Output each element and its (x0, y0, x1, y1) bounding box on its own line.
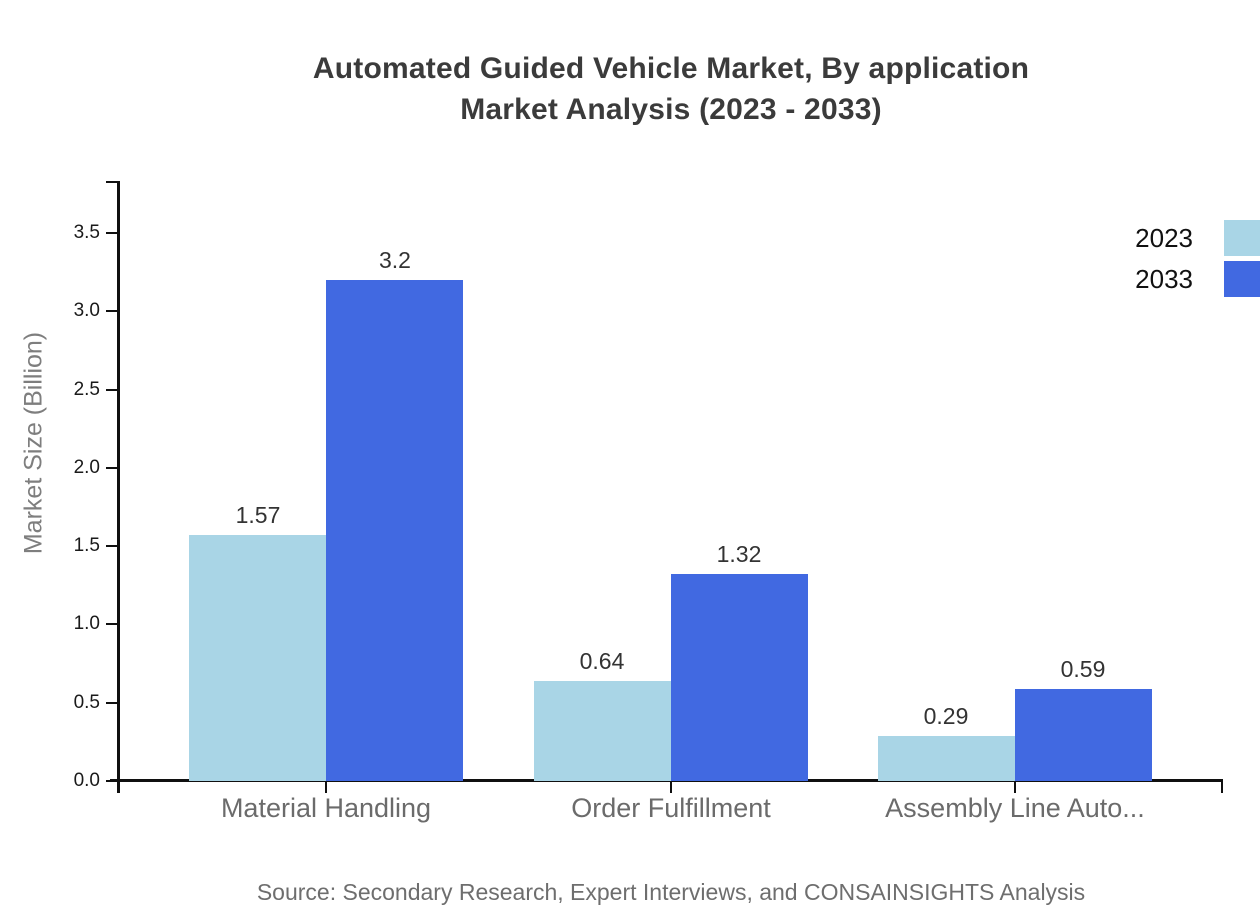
bar-value-label: 0.64 (579, 648, 625, 674)
bar-value-label: 3.2 (379, 247, 411, 273)
y-tick (106, 232, 118, 234)
bar-2033-0 (326, 280, 463, 781)
x-tick (1014, 781, 1016, 793)
bar-2033-1 (671, 574, 808, 781)
y-axis-top-cap (106, 181, 118, 183)
bar-2023-2 (878, 736, 1015, 781)
bar-2023-1 (534, 681, 671, 781)
bar-2033-2 (1015, 689, 1152, 781)
source-note: Source: Secondary Research, Expert Inter… (256, 879, 1086, 905)
legend-swatch (1224, 261, 1260, 297)
x-tick (670, 781, 672, 793)
x-category-label: Order Fulfillment (571, 793, 771, 823)
x-tick (325, 781, 327, 793)
bar-value-label: 1.57 (235, 502, 281, 528)
y-tick-label: 2.0 (73, 457, 100, 478)
y-tick (106, 389, 118, 391)
legend-item-label: 2033 (1135, 264, 1193, 294)
legend-item-label: 2023 (1135, 223, 1193, 253)
y-tick-label: 2.5 (73, 379, 100, 400)
legend-swatch (1224, 220, 1260, 256)
bar-value-label: 0.59 (1060, 656, 1106, 682)
y-axis-title: Market Size (Billion) (19, 331, 48, 555)
bar-2023-0 (189, 535, 326, 781)
x-axis-right-cap (1221, 781, 1223, 793)
y-tick-label: 1.0 (73, 613, 100, 634)
y-tick-label: 1.5 (73, 535, 100, 556)
y-tick (106, 623, 118, 625)
chart-title-line2: Market Analysis (2023 - 2033) (460, 93, 882, 126)
x-category-label: Material Handling (220, 793, 432, 823)
x-category-label: Assembly Line Auto... (885, 793, 1145, 823)
y-tick-label: 0.5 (73, 692, 100, 713)
chart-title-line1: Automated Guided Vehicle Market, By appl… (312, 52, 1030, 85)
y-tick (106, 780, 118, 782)
y-tick (106, 310, 118, 312)
bar-value-label: 1.32 (716, 541, 762, 567)
y-tick-label: 3.5 (73, 222, 100, 243)
y-tick-label: 3.0 (73, 300, 100, 321)
bar-value-label: 0.29 (923, 703, 969, 729)
y-tick (106, 545, 118, 547)
y-tick (106, 467, 118, 469)
y-tick-label: 0.0 (73, 770, 100, 791)
y-axis-spine (117, 181, 120, 793)
y-tick (106, 702, 118, 704)
chart-title: Automated Guided Vehicle Market, By appl… (119, 48, 1223, 130)
